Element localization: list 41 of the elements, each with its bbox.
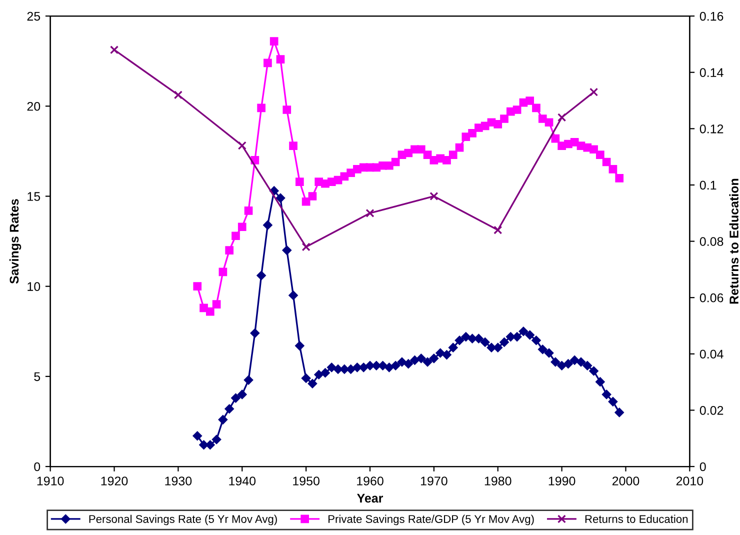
y-tick-label: 20 <box>27 102 40 111</box>
y2-axis-title: Returns to Education <box>729 178 738 304</box>
y2-tick-label: 0.04 <box>700 350 724 359</box>
y2-tick-label: 0.06 <box>700 293 724 302</box>
legend-label: Personal Savings Rate (5 Yr Mov Avg) <box>89 514 277 526</box>
x-tick-label: 1970 <box>420 476 448 486</box>
y2-tick-label: 0.12 <box>700 124 724 134</box>
point <box>174 90 182 100</box>
y-tick-label: 25 <box>27 12 40 21</box>
point <box>589 88 598 96</box>
legend-label: Private Savings Rate/GDP (5 Yr Mov Avg) <box>328 514 534 526</box>
x-tick-label: 1910 <box>37 476 64 486</box>
x-tick-label: 2000 <box>612 476 640 486</box>
x-tick-label: 1990 <box>548 476 576 486</box>
x-tick-label: 1980 <box>484 476 512 486</box>
y-tick-label: 5 <box>34 372 40 382</box>
y2-tick-label: 0.1 <box>700 180 716 190</box>
point <box>430 192 438 201</box>
y-tick-label: 10 <box>28 282 40 291</box>
y2-tick-label: 0.16 <box>700 12 724 21</box>
x-tick-label: 1940 <box>229 476 256 486</box>
point <box>558 113 566 122</box>
x-tick-label: 1950 <box>293 476 320 486</box>
point <box>494 226 502 234</box>
x-tick-label: 1920 <box>101 476 128 486</box>
x-axis-title: Year <box>357 494 384 503</box>
point <box>110 46 119 54</box>
legend-label: Returns to Education <box>585 514 688 523</box>
y2-tick-label: 0 <box>700 462 706 472</box>
y-axis-title: Savings Rates <box>9 199 22 284</box>
point <box>366 208 374 218</box>
y-tick-label: 0 <box>34 462 40 472</box>
x-tick-label: 1960 <box>357 476 384 486</box>
point <box>302 242 310 252</box>
y2-tick-label: 0.14 <box>700 68 724 78</box>
y2-tick-label: 0.08 <box>700 237 724 246</box>
y-tick-label: 15 <box>28 192 40 201</box>
point <box>238 141 246 150</box>
y2-tick-label: 0.02 <box>700 406 724 415</box>
x-tick-label: 1930 <box>165 476 192 486</box>
x-tick-label: 2010 <box>676 476 704 486</box>
